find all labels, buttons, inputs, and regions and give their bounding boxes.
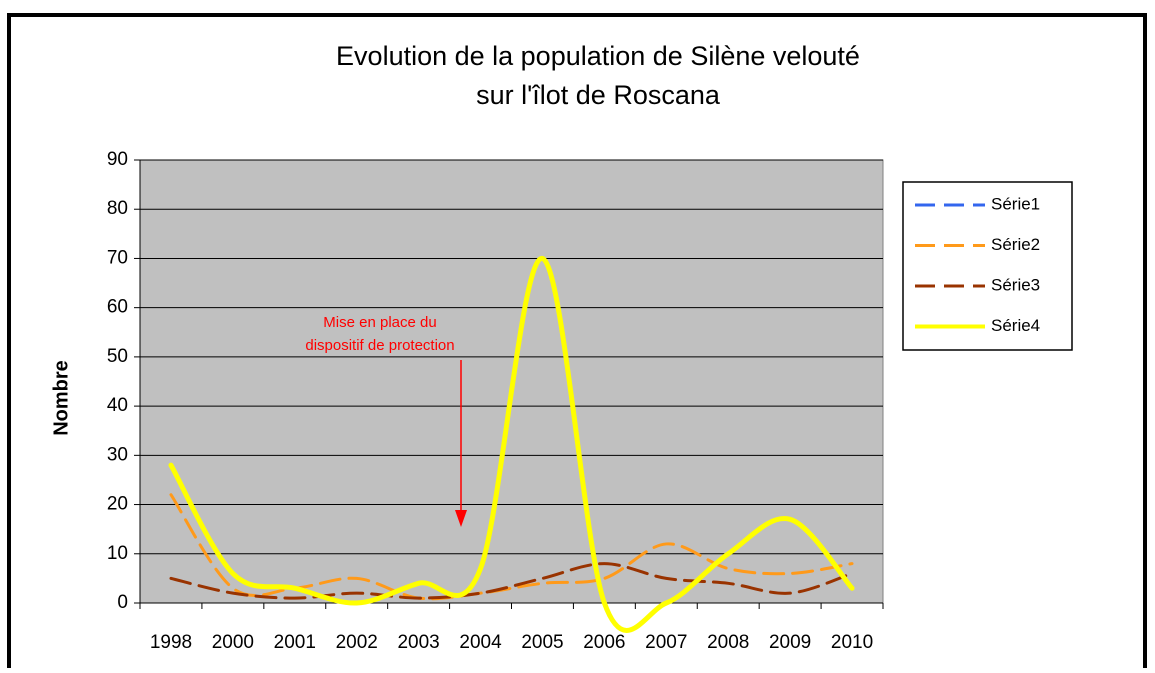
legend-label: Série1 [991, 194, 1040, 213]
legend-label: Série3 [991, 275, 1040, 294]
y-tick-label: 90 [107, 149, 128, 170]
legend-label: Série2 [991, 235, 1040, 254]
y-tick-label: 30 [107, 444, 128, 465]
chart-title: sur l'îlot de Roscana [476, 80, 721, 110]
x-tick-label: 2010 [831, 632, 873, 653]
y-tick-label: 10 [107, 543, 128, 564]
y-tick-label: 40 [107, 395, 128, 416]
series-line [169, 562, 854, 600]
x-tick-label: 2002 [336, 632, 378, 653]
x-tick-label: 2003 [397, 632, 439, 653]
x-tick-label: 2009 [769, 632, 811, 653]
annotation-arrowhead [455, 510, 467, 527]
x-tick-label: 2005 [521, 632, 563, 653]
y-axis-label: Nombre [50, 360, 72, 436]
x-tick-label: 2006 [583, 632, 625, 653]
x-tick-label: 2004 [459, 632, 502, 653]
chart-title: Evolution de la population de Silène vel… [336, 41, 860, 71]
y-tick-label: 70 [107, 247, 128, 268]
y-tick-label: 20 [107, 494, 128, 515]
x-tick-label: 2007 [645, 632, 687, 653]
y-tick-label: 60 [107, 297, 128, 318]
annotation: dispositif de protection [305, 337, 454, 354]
x-tick-label: 2001 [274, 632, 316, 653]
y-tick-label: 0 [117, 592, 128, 613]
annotation: Mise en place du [323, 314, 436, 331]
x-tick-label: 2008 [707, 632, 749, 653]
y-tick-label: 80 [107, 198, 128, 219]
x-tick-label: 1998 [150, 632, 192, 653]
series-line [168, 255, 855, 633]
y-tick-label: 50 [107, 346, 128, 367]
legend [902, 181, 1073, 351]
legend-label: Série4 [991, 316, 1040, 335]
x-tick-label: 2000 [212, 632, 254, 653]
